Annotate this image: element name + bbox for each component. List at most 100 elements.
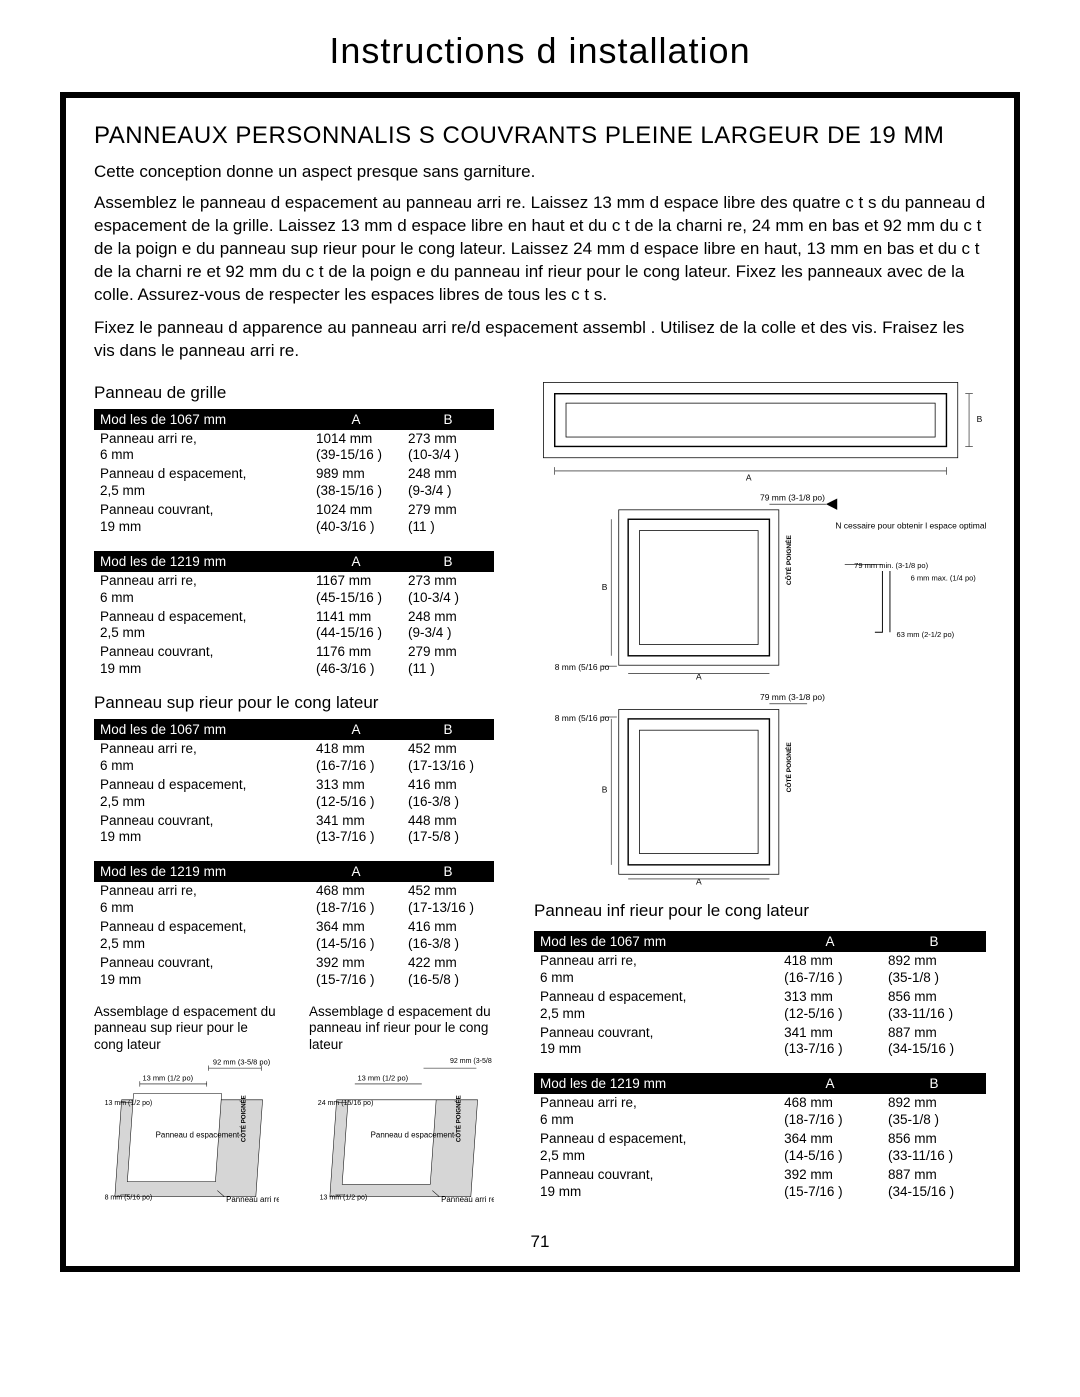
table-cell: 452 mm (17-13/16 ) bbox=[402, 740, 494, 776]
table-cell: 364 mm (14-5/16 ) bbox=[310, 918, 402, 954]
table-header-a: A bbox=[310, 551, 402, 572]
table-cell: 1176 mm (46-3/16 ) bbox=[310, 643, 402, 679]
svg-text:Panneau arri re fini: Panneau arri re fini bbox=[441, 1195, 494, 1204]
table-row: Panneau d espacement, 2,5 mm989 mm (38-1… bbox=[94, 465, 494, 501]
table-header-b: B bbox=[882, 1073, 986, 1094]
assembly-inf-block: Assemblage d espacement du panneau inf r… bbox=[309, 1004, 494, 1218]
svg-text:24 mm (15/16 po): 24 mm (15/16 po) bbox=[318, 1100, 374, 1107]
svg-text:CÔTÉ POIGNÉE: CÔTÉ POIGNÉE bbox=[455, 1095, 463, 1142]
assembly-sup-block: Assemblage d espacement du panneau sup r… bbox=[94, 1004, 279, 1218]
svg-text:13 mm (1/2 po): 13 mm (1/2 po) bbox=[105, 1100, 153, 1107]
table-cell: 279 mm (11 ) bbox=[402, 643, 494, 679]
table-cell: 418 mm (16-7/16 ) bbox=[310, 740, 402, 776]
table-cell: Panneau arri re, 6 mm bbox=[94, 740, 310, 776]
table-cell: 392 mm (15-7/16 ) bbox=[778, 1166, 882, 1202]
table-row: Panneau couvrant, 19 mm1024 mm (40-3/16 … bbox=[94, 501, 494, 537]
svg-text:CÔTÉ POIGNÉE: CÔTÉ POIGNÉE bbox=[240, 1095, 248, 1142]
table-cell: 279 mm (11 ) bbox=[402, 501, 494, 537]
table-cell: 892 mm (35-1/8 ) bbox=[882, 952, 986, 988]
table-cell: Panneau arri re, 6 mm bbox=[94, 882, 310, 918]
table-cell: 416 mm (16-3/8 ) bbox=[402, 918, 494, 954]
table-cell: 248 mm (9-3/4 ) bbox=[402, 608, 494, 644]
table-row: Panneau couvrant, 19 mm341 mm (13-7/16 )… bbox=[94, 812, 494, 848]
table-header-b: B bbox=[402, 861, 494, 882]
svg-text:92 mm (3-5/8 po): 92 mm (3-5/8 po) bbox=[213, 1058, 271, 1067]
table-header-b: B bbox=[402, 551, 494, 572]
page-number: 71 bbox=[94, 1232, 986, 1252]
svg-text:N cessaire pour obtenir l espa: N cessaire pour obtenir l espace optimal… bbox=[835, 520, 986, 530]
table-cell: 856 mm (33-11/16 ) bbox=[882, 988, 986, 1024]
table-cell: 341 mm (13-7/16 ) bbox=[310, 812, 402, 848]
table-header-model: Mod les de 1219 mm bbox=[534, 1073, 778, 1094]
svg-text:92 mm (3-5/8 po): 92 mm (3-5/8 po) bbox=[450, 1058, 494, 1065]
svg-text:8 mm (5/16 po: 8 mm (5/16 po bbox=[555, 661, 610, 671]
table-cell: 887 mm (34-15/16 ) bbox=[882, 1024, 986, 1060]
table-header-b: B bbox=[402, 719, 494, 740]
table-header-model: Mod les de 1219 mm bbox=[94, 551, 310, 572]
table-cell: Panneau d espacement, 2,5 mm bbox=[94, 776, 310, 812]
table-header-model: Mod les de 1219 mm bbox=[94, 861, 310, 882]
table-cell: 392 mm (15-7/16 ) bbox=[310, 954, 402, 990]
table-cell: 273 mm (10-3/4 ) bbox=[402, 430, 494, 466]
table-cell: 416 mm (16-3/8 ) bbox=[402, 776, 494, 812]
svg-text:CÔTÉ POIGNÉE: CÔTÉ POIGNÉE bbox=[784, 741, 793, 792]
grille-heading: Panneau de grille bbox=[94, 383, 494, 403]
table-cell: Panneau couvrant, 19 mm bbox=[94, 954, 310, 990]
grille-panel-diagram: A B bbox=[534, 373, 986, 486]
svg-text:8 mm (5/16 po): 8 mm (5/16 po) bbox=[105, 1195, 153, 1202]
left-column: Panneau de grille Mod les de 1067 mm A B… bbox=[94, 373, 494, 1218]
table-row: Panneau couvrant, 19 mm1176 mm (46-3/16 … bbox=[94, 643, 494, 679]
table-cell: 892 mm (35-1/8 ) bbox=[882, 1094, 986, 1130]
table-row: Panneau d espacement, 2,5 mm1141 mm (44-… bbox=[94, 608, 494, 644]
table-row: Panneau couvrant, 19 mm341 mm (13-7/16 )… bbox=[534, 1024, 986, 1060]
svg-text:13 mm (1/2 po): 13 mm (1/2 po) bbox=[320, 1195, 368, 1202]
table-cell: Panneau d espacement, 2,5 mm bbox=[94, 465, 310, 501]
svg-text:A: A bbox=[696, 876, 702, 886]
main-frame: PANNEAUX PERSONNALIS S COUVRANTS PLEINE … bbox=[60, 92, 1020, 1272]
table-cell: 422 mm (16-5/8 ) bbox=[402, 954, 494, 990]
table-cell: 1167 mm (45-15/16 ) bbox=[310, 572, 402, 608]
table-cell: 248 mm (9-3/4 ) bbox=[402, 465, 494, 501]
table-cell: 989 mm (38-15/16 ) bbox=[310, 465, 402, 501]
sup-1219-table: Mod les de 1219 mm A B Panneau arri re, … bbox=[94, 861, 494, 989]
table-row: Panneau arri re, 6 mm418 mm (16-7/16 )45… bbox=[94, 740, 494, 776]
inf-1067-table: Mod les de 1067 mm A B Panneau arri re, … bbox=[534, 931, 986, 1059]
table-cell: Panneau couvrant, 19 mm bbox=[94, 812, 310, 848]
table-row: Panneau arri re, 6 mm1167 mm (45-15/16 )… bbox=[94, 572, 494, 608]
table-row: Panneau d espacement, 2,5 mm364 mm (14-5… bbox=[94, 918, 494, 954]
table-row: Panneau couvrant, 19 mm392 mm (15-7/16 )… bbox=[534, 1166, 986, 1202]
freezer-panels-diagram: A B 79 mm (3-1/8 po) CÔTÉ POIGNÉE N cess… bbox=[534, 491, 986, 887]
sup-heading: Panneau sup rieur pour le cong lateur bbox=[94, 693, 494, 713]
right-column: A B A B 79 mm (3-1/8 po) CÔTÉ bbox=[534, 373, 986, 1218]
svg-text:B: B bbox=[602, 581, 608, 591]
table-row: Panneau couvrant, 19 mm392 mm (15-7/16 )… bbox=[94, 954, 494, 990]
table-header-b: B bbox=[882, 931, 986, 952]
assembly-inf-diagram: 92 mm (3-5/8 po) 13 mm (1/2 po) 24 mm (1… bbox=[309, 1054, 494, 1213]
assembly-sup-diagram: 92 mm (3-5/8 po) 13 mm (1/2 po) 13 mm (1… bbox=[94, 1054, 279, 1213]
table-row: Panneau d espacement, 2,5 mm313 mm (12-5… bbox=[534, 988, 986, 1024]
svg-text:Panneau arri re fini: Panneau arri re fini bbox=[226, 1195, 279, 1204]
table-cell: Panneau arri re, 6 mm bbox=[94, 572, 310, 608]
svg-text:B: B bbox=[977, 414, 983, 424]
sup-1067-table: Mod les de 1067 mm A B Panneau arri re, … bbox=[94, 719, 494, 847]
svg-text:CÔTÉ POIGNÉE: CÔTÉ POIGNÉE bbox=[784, 534, 793, 585]
intro-text: Cette conception donne un aspect presque… bbox=[94, 162, 986, 182]
table-cell: Panneau couvrant, 19 mm bbox=[534, 1166, 778, 1202]
svg-text:8 mm (5/16 po: 8 mm (5/16 po bbox=[555, 712, 610, 722]
table-cell: 364 mm (14-5/16 ) bbox=[778, 1130, 882, 1166]
table-cell: 313 mm (12-5/16 ) bbox=[778, 988, 882, 1024]
table-cell: 452 mm (17-13/16 ) bbox=[402, 882, 494, 918]
table-cell: Panneau couvrant, 19 mm bbox=[534, 1024, 778, 1060]
table-header-a: A bbox=[778, 931, 882, 952]
table-cell: 1141 mm (44-15/16 ) bbox=[310, 608, 402, 644]
table-cell: 468 mm (18-7/16 ) bbox=[310, 882, 402, 918]
page-title: Instructions d installation bbox=[60, 30, 1020, 72]
table-cell: Panneau arri re, 6 mm bbox=[534, 1094, 778, 1130]
table-cell: Panneau arri re, 6 mm bbox=[534, 952, 778, 988]
svg-text:13 mm (1/2 po): 13 mm (1/2 po) bbox=[142, 1074, 193, 1083]
table-row: Panneau arri re, 6 mm418 mm (16-7/16 )89… bbox=[534, 952, 986, 988]
table-header-model: Mod les de 1067 mm bbox=[94, 719, 310, 740]
table-header-a: A bbox=[310, 861, 402, 882]
table-cell: Panneau d espacement, 2,5 mm bbox=[534, 1130, 778, 1166]
svg-text:6 mm max. (1/4 po): 6 mm max. (1/4 po) bbox=[911, 573, 977, 582]
